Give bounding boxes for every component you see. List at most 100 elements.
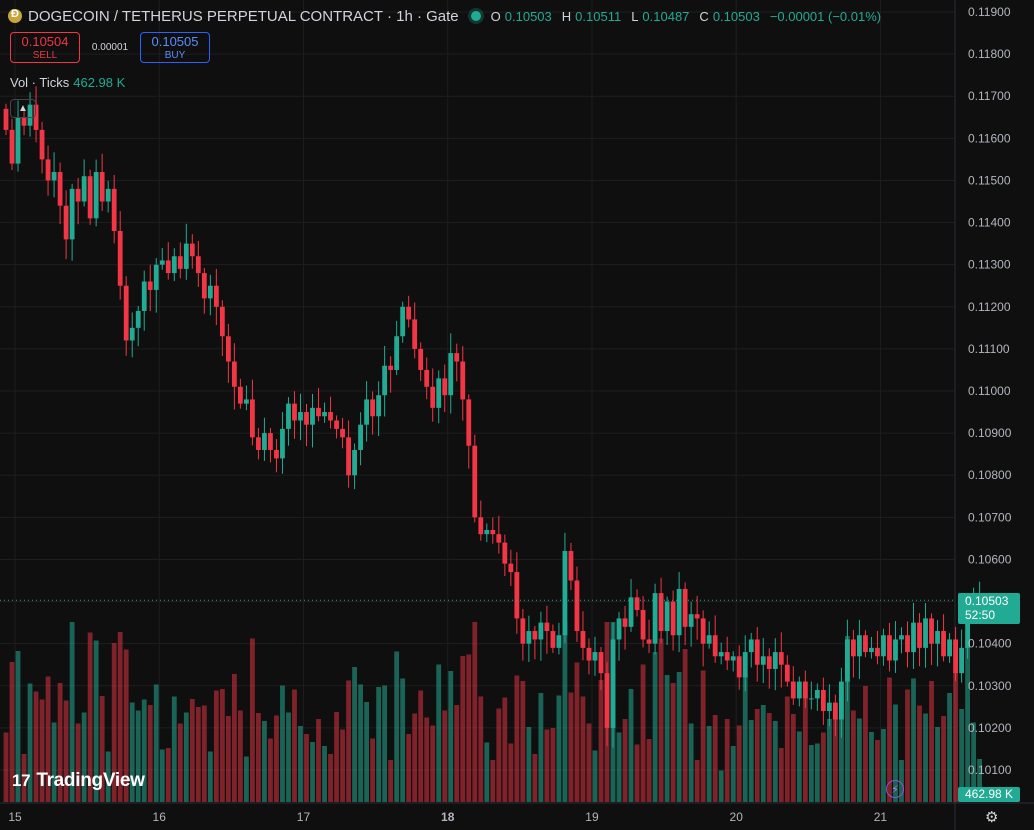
candle-body — [352, 449, 357, 476]
volume-bar — [195, 707, 201, 802]
volume-bar — [171, 696, 177, 802]
candle-body — [27, 104, 33, 126]
candle-body — [592, 652, 598, 661]
time-tick-label: 15 — [8, 810, 22, 824]
volume-bar — [634, 744, 640, 802]
candle-body — [424, 369, 430, 387]
tradingview-logo[interactable]: 17 TradingView — [12, 770, 145, 792]
volume-bar — [965, 638, 970, 802]
volume-bar — [688, 723, 694, 802]
volume-bar — [808, 745, 814, 802]
buy-button[interactable]: 0.10505 BUY — [140, 32, 210, 63]
buy-price: 0.10505 — [151, 34, 199, 49]
trade-panel: 0.10504 SELL 0.00001 0.10505 BUY — [10, 32, 210, 63]
time-axis[interactable]: 15 16 17 18 19 20 21 — [8, 810, 887, 824]
volume-legend[interactable]: Vol · Ticks 462.98 K — [10, 75, 125, 90]
candle-body — [87, 176, 93, 219]
volume-bar — [508, 743, 514, 802]
sell-button[interactable]: 0.10504 SELL — [10, 32, 80, 63]
volume-bar — [730, 746, 736, 802]
volume-bar — [490, 760, 496, 802]
volume-bar — [99, 696, 105, 802]
price-axis[interactable]: 0.11900 0.11800 0.11700 0.11600 0.11500 0.114… — [968, 5, 1012, 777]
time-tick-label: 20 — [730, 810, 744, 824]
candle-body — [388, 365, 394, 370]
price-tick-label: 0.11200 — [968, 300, 1011, 314]
volume-bar — [917, 705, 922, 802]
volume-bar — [893, 704, 898, 802]
candle-body — [99, 172, 105, 202]
candle-body — [784, 664, 790, 682]
candle-body — [514, 572, 520, 619]
candle-body — [857, 635, 862, 657]
volume-bar — [838, 687, 844, 802]
gear-icon[interactable]: ⚙ — [985, 809, 999, 826]
candle-body — [201, 273, 207, 299]
candle-body — [274, 449, 279, 459]
volume-bar — [9, 662, 15, 802]
candle-body — [183, 243, 189, 269]
candle-body — [490, 529, 496, 535]
close-value: 0.10503 — [712, 8, 760, 24]
volume-bar — [760, 705, 766, 802]
volume-bar — [664, 675, 670, 802]
tradingview-logo-icon: 17 — [12, 771, 31, 790]
candle-body — [694, 614, 700, 619]
volume-bar — [376, 687, 382, 802]
market-status-icon[interactable] — [470, 11, 481, 21]
symbol-title[interactable]: DOGECOIN / TETHERUS PERPETUAL CONTRACT ·… — [28, 7, 459, 25]
candle-body — [658, 593, 664, 632]
candle-body — [370, 399, 376, 417]
volume-bars — [3, 622, 983, 802]
volume-bar — [430, 725, 436, 802]
time-tick-label: 17 — [297, 810, 311, 824]
volume-bar — [772, 721, 778, 802]
volume-bar — [75, 723, 81, 802]
candle-body — [219, 306, 225, 337]
dogecoin-icon — [8, 8, 22, 23]
candle-body — [135, 310, 141, 328]
volume-bar — [292, 689, 297, 802]
candle-body — [628, 597, 634, 627]
volume-bar — [929, 681, 934, 802]
candle-body — [484, 529, 490, 535]
volume-legend-value: 462.98 K — [73, 75, 126, 90]
candle-body — [123, 285, 129, 341]
collapse-legend-button[interactable]: ▲ — [10, 99, 36, 118]
volume-bar — [424, 717, 430, 802]
volume-bar — [225, 716, 231, 802]
lightning-icon[interactable]: ⚡ — [886, 780, 904, 798]
volume-bar — [778, 748, 784, 802]
low-value: 0.10487 — [642, 8, 690, 24]
candle-body — [802, 681, 808, 699]
volume-bar — [81, 712, 87, 802]
volume-bar — [268, 738, 273, 802]
candle-body — [508, 563, 514, 573]
candle-body — [69, 188, 75, 240]
ohlc-values: O 0.10503 H 0.10511 L 0.10487 C 0.10503 −0.0… — [491, 9, 887, 24]
volume-bar — [213, 690, 219, 802]
candle-body — [682, 588, 688, 627]
candle-body — [556, 635, 562, 648]
candle-body — [280, 428, 285, 459]
candle-body — [586, 647, 592, 661]
candle-body — [364, 399, 369, 425]
volume-bar — [514, 675, 520, 802]
candle-body — [304, 412, 309, 425]
volume-bar — [442, 710, 448, 802]
sell-price: 0.10504 — [21, 34, 69, 49]
volume-bar — [875, 740, 880, 802]
candle-body — [406, 306, 412, 320]
candle-body — [436, 378, 442, 408]
candle-body — [159, 260, 165, 265]
volume-bar — [358, 684, 363, 802]
candle-body — [244, 399, 249, 404]
volume-bar — [899, 760, 904, 802]
candle-body — [929, 618, 934, 644]
price-tick-label: 0.10200 — [968, 721, 1012, 735]
volume-bar — [237, 710, 243, 802]
volume-bar — [796, 731, 802, 802]
volume-bar — [863, 686, 868, 802]
volume-bar — [706, 726, 712, 802]
